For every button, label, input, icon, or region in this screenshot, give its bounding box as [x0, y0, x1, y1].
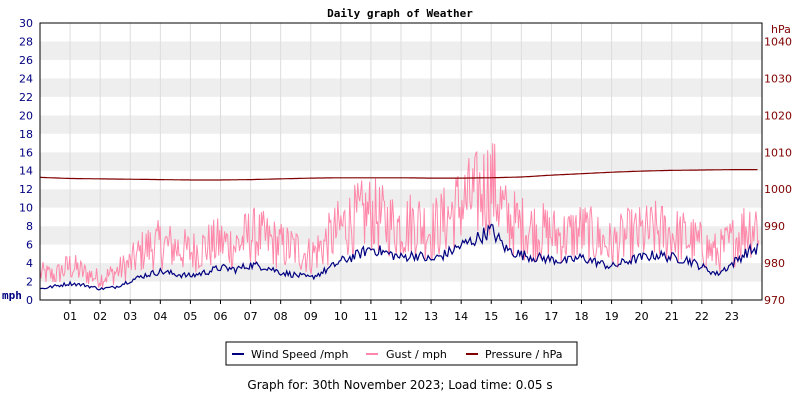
right-tick-label: 970 [764, 294, 785, 307]
x-tick-label: 23 [725, 310, 739, 323]
pressure-line [40, 169, 758, 181]
x-axis-ticks: 01 02 03 04 05 06 07 08 09 10 11 12 13 14 15 16 17 18 19 20… [63, 300, 739, 323]
x-tick-label: 14 [454, 310, 468, 323]
x-tick-label: 22 [695, 310, 709, 323]
left-tick-label: 2 [26, 276, 33, 289]
x-tick-label: 01 [63, 310, 77, 323]
left-tick-label: 16 [19, 146, 33, 159]
legend-box [225, 341, 578, 366]
x-tick-label: 19 [605, 310, 619, 323]
right-tick-label: 980 [764, 257, 785, 270]
gust-series-group [39, 143, 760, 288]
x-tick-label: 05 [183, 310, 197, 323]
left-tick-label: 10 [19, 202, 33, 215]
x-tick-label: 07 [244, 310, 258, 323]
gust-line [39, 143, 760, 288]
left-tick-label: 8 [26, 220, 33, 233]
wind-series-group [39, 223, 759, 291]
x-tick-label: 16 [514, 310, 528, 323]
left-tick-label: 0 [26, 294, 33, 307]
left-axis-unit: mph [2, 289, 22, 302]
left-tick-label: 22 [19, 91, 33, 104]
right-tick-label: 1020 [764, 109, 792, 122]
x-tick-label: 02 [93, 310, 107, 323]
x-tick-label: 15 [484, 310, 498, 323]
legend-label-pressure: Pressure / hPa [485, 348, 563, 361]
left-tick-label: 20 [19, 109, 33, 122]
wind-speed-line [39, 223, 759, 291]
right-tick-label: 1000 [764, 183, 792, 196]
footer-status: Graph for: 30th November 2023; Load time… [247, 378, 553, 392]
x-tick-label: 21 [665, 310, 679, 323]
left-tick-label: 4 [26, 257, 33, 270]
x-tick-label: 20 [635, 310, 649, 323]
legend-label-gust: Gust / mph [386, 348, 447, 361]
right-tick-label: 1040 [764, 35, 792, 48]
left-tick-label: 28 [19, 35, 33, 48]
x-tick-label: 04 [153, 310, 167, 323]
x-tick-label: 17 [544, 310, 558, 323]
left-tick-label: 24 [19, 72, 33, 85]
right-tick-label: 1010 [764, 146, 792, 159]
x-tick-label: 13 [424, 310, 438, 323]
pressure-series-group [40, 169, 758, 181]
right-axis-ticks: 970 980 990 1000 1010 1020 1030 1040 [764, 35, 792, 307]
x-tick-label: 06 [214, 310, 228, 323]
right-tick-label: 990 [764, 220, 785, 233]
left-tick-label: 6 [26, 239, 33, 252]
left-tick-label: 14 [19, 165, 33, 178]
right-axis-unit: hPa [771, 23, 791, 36]
left-tick-label: 18 [19, 128, 33, 141]
left-tick-label: 12 [19, 183, 33, 196]
x-tick-label: 18 [575, 310, 589, 323]
x-tick-label: 11 [364, 310, 378, 323]
legend-label-wind: Wind Speed /mph [251, 348, 349, 361]
right-tick-label: 1030 [764, 72, 792, 85]
x-tick-label: 09 [304, 310, 318, 323]
x-tick-label: 08 [274, 310, 288, 323]
left-tick-label: 30 [19, 17, 33, 30]
left-tick-label: 26 [19, 54, 33, 67]
chart-title: Daily graph of Weather [327, 7, 473, 20]
x-tick-label: 12 [394, 310, 408, 323]
x-tick-label: 10 [334, 310, 348, 323]
x-tick-label: 03 [123, 310, 137, 323]
